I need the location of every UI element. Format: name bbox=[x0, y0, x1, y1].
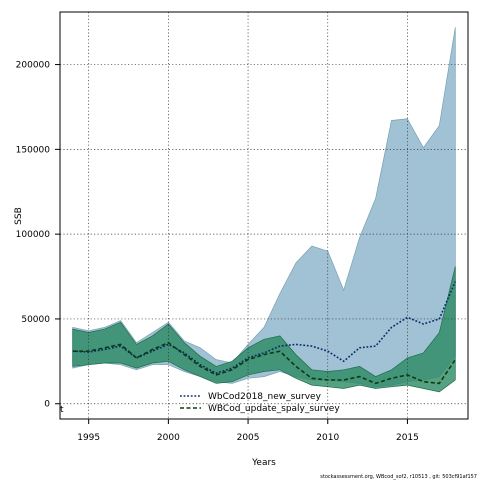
series-line-wbcod-update-spaly-survey bbox=[72, 341, 456, 385]
legend-label-wbcod-update-spaly-survey: WBCod_update_spaly_survey bbox=[208, 404, 340, 414]
confidence-band-wbcod-update-spaly-survey bbox=[72, 266, 456, 393]
y-tick-label-200000: 200000 bbox=[16, 61, 51, 71]
x-axis-title: Years bbox=[251, 458, 276, 468]
x-axis-ticks: 1995 2000 2005 2010 2015 bbox=[77, 419, 419, 443]
x-tick-label-2015: 2015 bbox=[396, 433, 419, 443]
footer-credit: stockassessment.org, WBcod_sof2, r10513 … bbox=[320, 474, 477, 480]
x-tick-label-2005: 2005 bbox=[237, 433, 260, 443]
y-tick-label-50000: 50000 bbox=[21, 315, 50, 325]
legend: WbCod2018_new_survey WBCod_update_spaly_… bbox=[180, 392, 340, 414]
x-tick-label-1995: 1995 bbox=[77, 433, 100, 443]
series-lines bbox=[72, 281, 457, 385]
confidence-bands bbox=[72, 27, 456, 393]
x-tick-label-2000: 2000 bbox=[157, 433, 180, 443]
plot-frame bbox=[59, 11, 469, 420]
y-axis-title: SSB bbox=[14, 207, 24, 225]
corner-label: t bbox=[60, 405, 64, 415]
y-tick-label-150000: 150000 bbox=[16, 145, 51, 155]
y-axis-ticks: 0 50000 100000 150000 200000 bbox=[16, 61, 60, 410]
legend-label-wbcod2018-new-survey: WbCod2018_new_survey bbox=[208, 392, 322, 402]
series-line-wbcod2018-new-survey bbox=[72, 281, 457, 375]
y-tick-label-100000: 100000 bbox=[16, 230, 51, 240]
x-tick-label-2010: 2010 bbox=[316, 433, 339, 443]
y-tick-label-0: 0 bbox=[44, 400, 50, 410]
grid-lines bbox=[60, 12, 468, 419]
